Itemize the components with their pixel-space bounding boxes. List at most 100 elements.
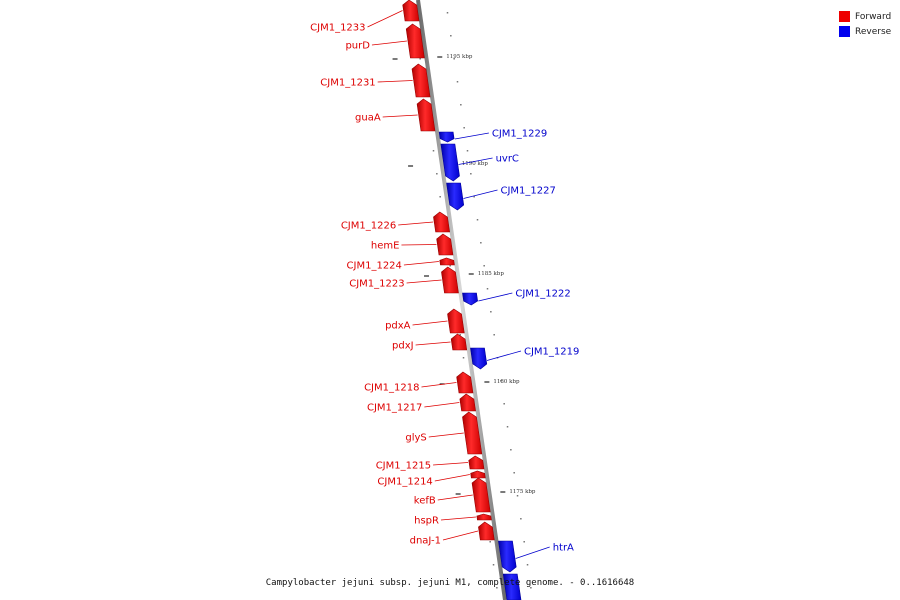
gene-arrow <box>436 233 454 256</box>
gene-uvrc: uvrC <box>440 143 519 182</box>
reverse-swatch <box>839 26 850 37</box>
track-dot <box>490 311 492 313</box>
track-dot <box>462 357 465 359</box>
track-dot <box>450 35 452 37</box>
gene-arrow <box>470 470 486 479</box>
track-dot <box>470 173 472 175</box>
gene-arrow <box>459 393 476 412</box>
gene-label: CJM1_1231 <box>320 78 375 89</box>
gene-guaa: guaA <box>355 98 436 132</box>
track-dot <box>493 334 495 336</box>
track-dot <box>449 265 451 267</box>
gene-arrow <box>416 98 436 132</box>
gene-label: CJM1_1233 <box>310 23 365 34</box>
gene-arrow <box>439 257 455 266</box>
gene-label: purD <box>345 41 370 52</box>
gene-arrow <box>440 143 460 182</box>
gene-leader-line <box>398 221 434 226</box>
gene-label: htrA <box>553 543 574 554</box>
gene-arrow <box>462 292 478 306</box>
gene-cjm1_1214: CJM1_1214 <box>377 470 486 488</box>
gene-leader-line <box>401 244 437 246</box>
gene-cjm1_1217: CJM1_1217 <box>367 393 476 414</box>
gene-leader-line <box>415 341 451 346</box>
track-dot <box>476 219 479 221</box>
track-dot <box>492 564 495 566</box>
gene-leader-line <box>515 546 550 559</box>
gene-leader-line <box>403 261 439 266</box>
gene-label: CJM1_1229 <box>492 129 547 140</box>
gene-label: hspR <box>414 516 439 527</box>
gene-label: glyS <box>405 433 426 444</box>
gene-leader-line <box>454 132 489 140</box>
gene-dnaj-1: dnaJ-1 <box>410 521 495 547</box>
gene-label: CJM1_1214 <box>377 477 432 488</box>
track-dot <box>446 12 449 14</box>
scale-tick-label: 1180 kbp <box>493 379 520 385</box>
gene-arrow <box>462 411 483 455</box>
track-dot <box>520 518 522 520</box>
gene-label: CJM1_1224 <box>347 261 402 272</box>
gene-cjm1_1224: CJM1_1224 <box>347 257 455 272</box>
gene-arrow <box>456 371 474 394</box>
gene-cjm1_1227: CJM1_1227 <box>446 182 556 211</box>
gene-label: pdxA <box>385 321 411 332</box>
gene-arrow <box>438 131 455 143</box>
gene-arrow <box>498 540 517 573</box>
gene-arrow <box>411 63 431 98</box>
gene-arrow <box>450 333 468 351</box>
gene-leader-line <box>486 350 522 361</box>
scale-tick-label: 1190 kbp <box>462 161 489 167</box>
gene-label: dnaJ-1 <box>410 536 441 547</box>
gene-leader-line <box>377 80 413 83</box>
track-dot <box>460 104 462 106</box>
genome-backbone <box>416 0 507 600</box>
legend-reverse: Reverse <box>839 24 891 39</box>
legend-reverse-label: Reverse <box>855 26 892 37</box>
track-dot <box>486 288 489 290</box>
gene-leader-line <box>428 432 464 438</box>
gene-arrow <box>476 513 492 521</box>
gene-leader-line <box>440 516 476 521</box>
gene-label: CJM1_1222 <box>515 289 570 300</box>
track-dot <box>466 150 469 152</box>
gene-label: CJM1_1218 <box>364 383 419 394</box>
legend-forward-label: Forward <box>855 11 892 22</box>
gene-arrow <box>471 477 491 513</box>
gene-leader-line <box>433 462 469 466</box>
gene-leader-line <box>424 402 460 408</box>
gene-heme: hemE <box>371 233 454 256</box>
track-dot <box>459 334 461 336</box>
gene-label: CJM1_1226 <box>341 221 396 232</box>
gene-leader-line <box>412 320 448 326</box>
gene-arrow <box>402 0 420 22</box>
scale-ticks: 1195 kbp 1190 kbp 1185 kbp 1180 kbp 1175 kbp <box>392 12 536 589</box>
gene-cjm1_1231: CJM1_1231 <box>320 63 431 98</box>
gene-cjm1_1223: CJM1_1223 <box>349 266 459 294</box>
gene-kefb: kefB <box>414 477 491 513</box>
gene-arrow <box>446 182 465 211</box>
gene-cjm1_1222: CJM1_1222 <box>462 289 571 306</box>
gene-hspr: hspR <box>414 513 492 527</box>
gene-label: CJM1_1215 <box>376 461 431 472</box>
gene-leader-line <box>371 40 407 46</box>
scale-tick-label: 1195 kbp <box>446 54 473 60</box>
gene-leader-line <box>442 530 479 541</box>
gene-label: kefB <box>414 496 436 507</box>
gene-purd: purD <box>345 23 425 59</box>
gene-htra: htrA <box>498 540 574 573</box>
gene-arrow <box>468 455 485 470</box>
track-dot <box>489 541 491 543</box>
legend: Forward Reverse <box>839 9 891 39</box>
gene-label: CJM1_1217 <box>367 403 422 414</box>
track-dot <box>456 81 459 83</box>
track-dot <box>500 380 502 382</box>
gene-arrow-continuation <box>502 573 522 600</box>
gene-label: guaA <box>355 113 381 124</box>
scale-tick-label: 1175 kbp <box>509 489 536 495</box>
gene-cjm1_1233: CJM1_1233 <box>310 0 420 34</box>
gene-arrow <box>441 266 459 294</box>
track-dot <box>473 196 475 198</box>
gene-label: hemE <box>371 241 400 252</box>
